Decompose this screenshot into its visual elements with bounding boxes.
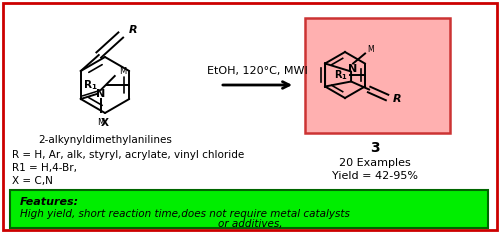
Text: R1 = H,4-Br,: R1 = H,4-Br,	[12, 163, 77, 173]
Text: X = C,N: X = C,N	[12, 176, 53, 186]
Text: High yield, short reaction time,does not require metal catalysts: High yield, short reaction time,does not…	[20, 209, 350, 219]
Text: $\mathbf{R_1}$: $\mathbf{R_1}$	[82, 78, 97, 92]
Text: R = H, Ar, alk, styryl, acrylate, vinyl chloride: R = H, Ar, alk, styryl, acrylate, vinyl …	[12, 150, 244, 160]
Text: 20 Examples: 20 Examples	[339, 158, 411, 168]
Text: X: X	[101, 118, 109, 128]
Text: M: M	[119, 68, 126, 76]
Text: 3: 3	[370, 141, 380, 155]
Text: R: R	[393, 95, 402, 104]
Text: $\mathbf{R_1}$: $\mathbf{R_1}$	[334, 68, 348, 82]
Text: N: N	[96, 89, 106, 99]
Text: N: N	[348, 64, 358, 73]
Text: M: M	[367, 45, 374, 54]
Text: EtOH, 120°C, MWI: EtOH, 120°C, MWI	[207, 66, 308, 76]
Bar	[305, 18, 450, 133]
Text: Yield = 42-95%: Yield = 42-95%	[332, 171, 418, 181]
Bar	[10, 190, 488, 228]
Text: Features:: Features:	[20, 197, 79, 207]
Text: M: M	[97, 118, 104, 127]
Text: R: R	[128, 25, 137, 35]
Text: 2-alkynyldimethylanilines: 2-alkynyldimethylanilines	[38, 135, 172, 145]
Text: or additives,: or additives,	[218, 219, 282, 229]
